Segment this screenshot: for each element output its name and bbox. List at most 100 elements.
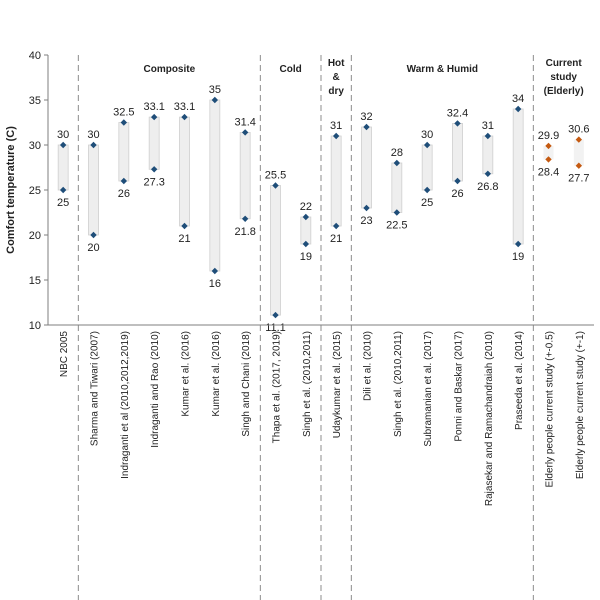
category-label: Rajasekar and Ramachandraiah (2010) bbox=[484, 331, 495, 506]
category-label: Subramanian et al. (2017) bbox=[423, 331, 434, 447]
upper-marker bbox=[90, 141, 97, 149]
lower-marker bbox=[181, 222, 188, 230]
range-markers bbox=[59, 96, 583, 319]
upper-marker bbox=[423, 141, 431, 149]
upper-value-label: 32.5 bbox=[113, 107, 134, 119]
range-bar bbox=[421, 144, 433, 191]
lower-marker bbox=[332, 222, 340, 230]
range-bar bbox=[330, 135, 342, 227]
climate-zone-label: Warm & Humid bbox=[407, 64, 478, 75]
upper-marker bbox=[545, 142, 552, 150]
upper-value-label: 33.1 bbox=[174, 101, 195, 113]
y-tick-label: 40 bbox=[29, 50, 41, 62]
climate-zone-label: Current bbox=[546, 58, 583, 69]
category-label: Indraganti and Rao (2010) bbox=[150, 331, 161, 448]
y-tick-label: 30 bbox=[29, 140, 41, 152]
category-label: Praseeda et al. (2014) bbox=[514, 331, 525, 430]
upper-marker bbox=[211, 96, 219, 104]
lower-value-label: 16 bbox=[209, 278, 221, 290]
lower-marker bbox=[484, 170, 492, 177]
category-label: Udaykumar et al. (2015) bbox=[332, 331, 343, 438]
lower-value-label: 27.3 bbox=[143, 176, 164, 188]
upper-marker bbox=[514, 105, 522, 113]
upper-marker bbox=[484, 132, 492, 140]
upper-value-label: 30 bbox=[421, 129, 433, 141]
x-category-labels: NBC 2005 Sharma and Tiwari (2007) Indragan… bbox=[59, 331, 586, 507]
y-axis-title: Comfort temperature (C) bbox=[5, 126, 17, 254]
upper-marker bbox=[575, 136, 583, 143]
lower-value-label: 28.4 bbox=[538, 166, 559, 178]
climate-zone-label: Composite bbox=[143, 64, 195, 75]
category-label: Thapa et al. (2017, 2019) bbox=[272, 331, 283, 443]
y-tick-label: 25 bbox=[29, 185, 41, 197]
upper-value-label: 25.5 bbox=[265, 170, 286, 182]
lower-value-label: 19 bbox=[300, 251, 312, 263]
range-bar bbox=[148, 116, 160, 170]
upper-marker bbox=[363, 123, 370, 131]
category-label: Kumar et al. (2016) bbox=[211, 331, 222, 417]
upper-value-label: 30 bbox=[57, 129, 69, 141]
upper-marker bbox=[272, 182, 279, 189]
y-tick-label: 10 bbox=[29, 320, 41, 332]
climate-zone-label: (Elderly) bbox=[544, 86, 584, 97]
upper-value-label: 31 bbox=[330, 120, 342, 132]
upper-marker bbox=[302, 213, 310, 221]
range-bar bbox=[57, 144, 69, 191]
range-bar bbox=[270, 185, 281, 316]
category-label: NBC 2005 bbox=[59, 331, 70, 378]
upper-value-label: 33.1 bbox=[143, 101, 164, 113]
range-bar bbox=[239, 131, 251, 220]
upper-value-label: 22 bbox=[300, 201, 312, 213]
lower-value-label: 26 bbox=[451, 188, 463, 200]
upper-value-label: 32 bbox=[360, 111, 372, 123]
range-bar bbox=[482, 135, 494, 175]
climate-zone-label: Hot bbox=[328, 58, 345, 69]
lower-value-label: 25 bbox=[57, 197, 69, 209]
upper-value-label: 30.6 bbox=[568, 124, 589, 136]
category-label: Indraganti et al (2010,2012,2019) bbox=[120, 331, 131, 479]
climate-zone-dividers bbox=[77, 55, 534, 600]
upper-value-label: 34 bbox=[512, 93, 524, 105]
lower-value-label: 26.8 bbox=[477, 181, 498, 193]
lower-value-label: 21 bbox=[330, 233, 342, 245]
upper-value-label: 35 bbox=[209, 84, 221, 96]
climate-zone-labels: Composite Cold Hot & dry Warm & Humid Current s… bbox=[143, 58, 583, 97]
upper-value-label: 31 bbox=[482, 120, 494, 132]
upper-marker bbox=[241, 129, 249, 136]
category-label: Singh and Chani (2018) bbox=[241, 331, 252, 437]
lower-marker bbox=[423, 186, 431, 194]
upper-marker bbox=[181, 113, 188, 121]
climate-zone-label: dry bbox=[328, 86, 344, 97]
lower-marker bbox=[363, 204, 370, 212]
lower-value-label: 25 bbox=[421, 197, 433, 209]
lower-marker bbox=[575, 162, 583, 169]
lower-marker bbox=[241, 215, 249, 222]
lower-value-label: 19 bbox=[512, 251, 524, 263]
range-bar bbox=[512, 108, 524, 245]
lower-marker bbox=[211, 267, 219, 275]
lower-marker bbox=[59, 186, 67, 194]
category-label: Kumar et al. (2016) bbox=[181, 331, 192, 417]
range-bar bbox=[88, 144, 99, 236]
lower-value-label: 21 bbox=[178, 233, 190, 245]
lower-value-label: 23 bbox=[360, 215, 372, 227]
lower-value-label: 26 bbox=[118, 188, 130, 200]
lower-marker bbox=[120, 177, 128, 185]
lower-marker bbox=[150, 166, 158, 173]
upper-value-label: 32.4 bbox=[447, 107, 468, 119]
category-label: Sharma and Tiwari (2007) bbox=[90, 331, 101, 446]
category-label: Ponni and Baskar (2017) bbox=[454, 331, 465, 442]
upper-marker bbox=[454, 120, 461, 127]
category-label: Singh et al. (2010,2011) bbox=[302, 331, 313, 437]
range-bar bbox=[179, 116, 190, 227]
upper-value-label: 30 bbox=[87, 129, 99, 141]
range-bar bbox=[391, 162, 403, 213]
y-tick-label: 35 bbox=[29, 95, 41, 107]
lower-marker bbox=[272, 311, 279, 319]
category-label: Dili et al. (2010) bbox=[363, 331, 374, 401]
upper-value-label: 31.4 bbox=[234, 116, 255, 128]
upper-marker bbox=[59, 141, 67, 149]
lower-value-label: 22.5 bbox=[386, 220, 407, 232]
lower-value-label: 20 bbox=[87, 242, 99, 254]
y-tick-label: 20 bbox=[29, 230, 41, 242]
